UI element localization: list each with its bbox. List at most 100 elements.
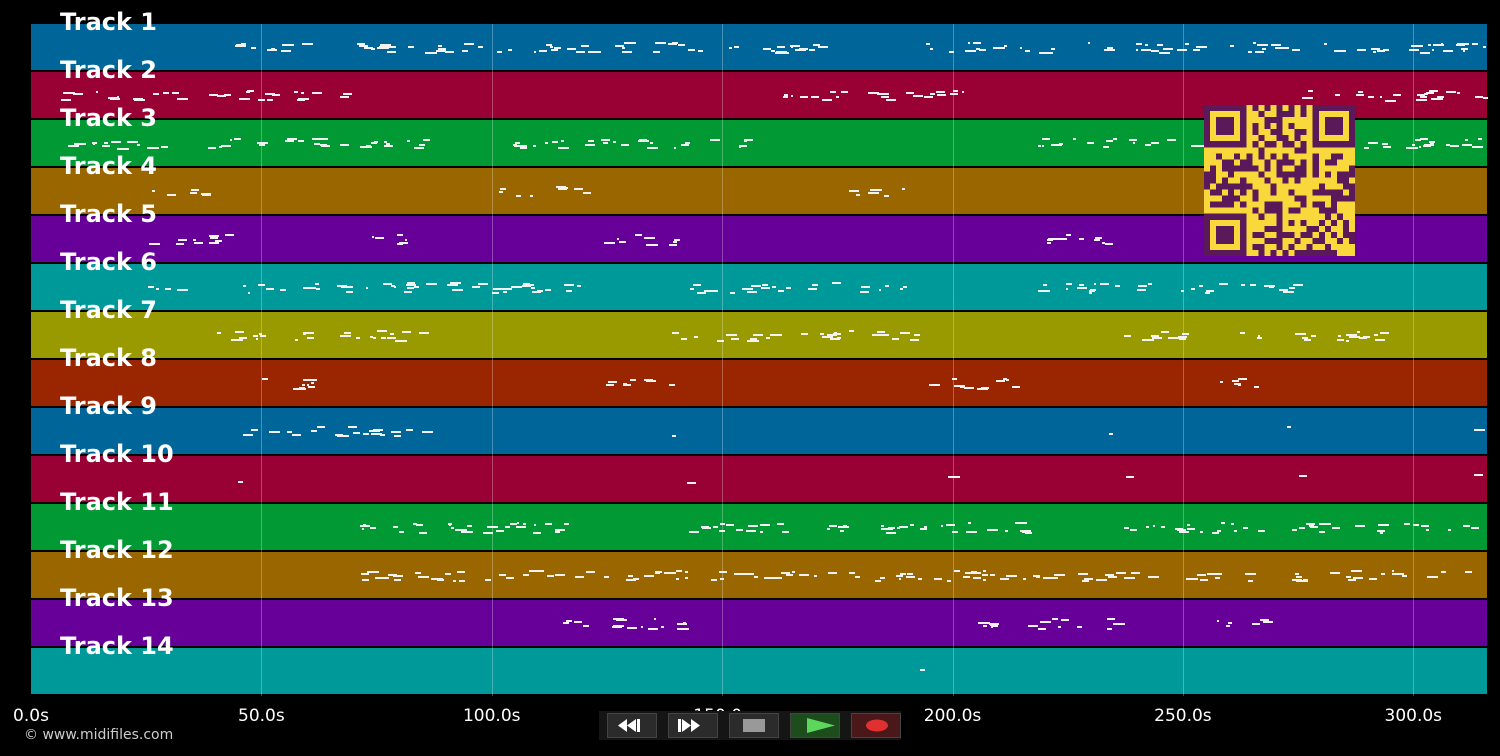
note-mark <box>1242 527 1248 530</box>
note-mark <box>1419 51 1431 54</box>
note-mark <box>612 624 624 627</box>
note-mark <box>387 336 396 339</box>
note-mark <box>1104 49 1116 52</box>
note-mark <box>261 378 269 381</box>
note-mark <box>1150 49 1160 52</box>
note-mark <box>1247 579 1254 582</box>
note-mark <box>1107 46 1114 49</box>
note-mark <box>101 145 110 148</box>
note-mark <box>1433 43 1444 46</box>
note-mark <box>673 241 678 244</box>
note-mark <box>63 92 76 95</box>
play-button[interactable] <box>790 713 840 738</box>
note-mark <box>362 523 367 526</box>
note-mark <box>930 48 934 51</box>
note-mark <box>713 525 718 528</box>
note-mark <box>1423 144 1435 147</box>
note-mark <box>1377 49 1386 52</box>
note-mark <box>302 287 313 290</box>
note-mark <box>269 430 281 433</box>
note-mark <box>394 286 397 289</box>
note-mark <box>544 289 552 292</box>
note-mark <box>208 234 220 237</box>
note-mark <box>407 282 416 285</box>
note-mark <box>438 48 446 51</box>
note-mark <box>688 531 699 534</box>
note-mark <box>1425 529 1430 532</box>
note-mark <box>1215 576 1220 579</box>
note-mark <box>252 335 259 338</box>
note-mark <box>1093 282 1096 285</box>
note-mark <box>306 337 315 340</box>
note-mark <box>422 139 431 142</box>
note-mark <box>1392 570 1395 573</box>
note-mark <box>383 141 388 144</box>
note-mark <box>250 47 256 50</box>
note-mark <box>946 524 955 527</box>
note-mark <box>1359 337 1367 340</box>
note-mark <box>697 49 704 52</box>
note-mark <box>1151 338 1154 341</box>
note-mark <box>1148 576 1159 578</box>
note-mark <box>1106 618 1115 621</box>
note-mark <box>686 482 697 485</box>
note-mark <box>754 575 758 578</box>
note-mark <box>585 571 596 574</box>
note-mark <box>401 331 412 334</box>
note-mark <box>783 94 788 97</box>
note-mark <box>1109 573 1115 576</box>
note-mark <box>529 194 533 197</box>
note-mark <box>1177 529 1186 532</box>
note-mark <box>1318 531 1325 534</box>
note-mark <box>242 433 253 436</box>
note-mark <box>1357 330 1361 333</box>
note-mark <box>1186 577 1195 580</box>
note-mark <box>818 46 829 49</box>
note-mark <box>407 286 415 289</box>
note-mark <box>500 288 513 291</box>
note-mark <box>1162 47 1174 50</box>
note-mark <box>664 572 676 575</box>
note-mark <box>1234 383 1242 386</box>
note-mark <box>371 47 376 50</box>
note-mark <box>1445 90 1456 93</box>
note-mark <box>189 192 197 195</box>
note-mark <box>95 90 99 93</box>
note-mark <box>633 577 639 580</box>
note-mark <box>467 525 473 528</box>
rewind-button[interactable] <box>607 713 657 738</box>
note-mark <box>778 289 784 292</box>
stop-button[interactable] <box>729 713 779 738</box>
note-mark <box>493 287 503 290</box>
note-mark <box>1379 332 1389 335</box>
note-mark <box>821 98 833 101</box>
note-mark <box>1271 44 1282 47</box>
note-mark <box>1147 283 1152 286</box>
note-mark <box>983 578 986 581</box>
note-mark <box>107 96 119 99</box>
note-mark <box>310 382 314 385</box>
note-mark <box>337 434 349 437</box>
transport-controls <box>599 711 901 740</box>
fast-forward-button[interactable] <box>668 713 718 738</box>
note-mark <box>166 193 176 196</box>
record-button[interactable] <box>851 713 901 738</box>
note-mark <box>340 96 350 99</box>
note-mark <box>1126 475 1134 478</box>
note-mark <box>214 239 223 242</box>
note-mark <box>1319 523 1329 526</box>
note-mark <box>761 283 768 286</box>
note-mark <box>1190 144 1203 147</box>
note-mark <box>463 43 475 46</box>
note-mark <box>1256 43 1269 46</box>
note-mark <box>178 238 188 241</box>
note-mark <box>995 380 1005 383</box>
note-mark <box>680 143 690 146</box>
note-mark <box>1237 378 1248 381</box>
note-mark <box>1463 524 1470 527</box>
note-mark <box>1427 575 1439 578</box>
note-mark <box>926 42 930 45</box>
note-mark <box>1475 96 1484 99</box>
note-mark <box>337 284 348 287</box>
note-mark <box>147 147 159 150</box>
